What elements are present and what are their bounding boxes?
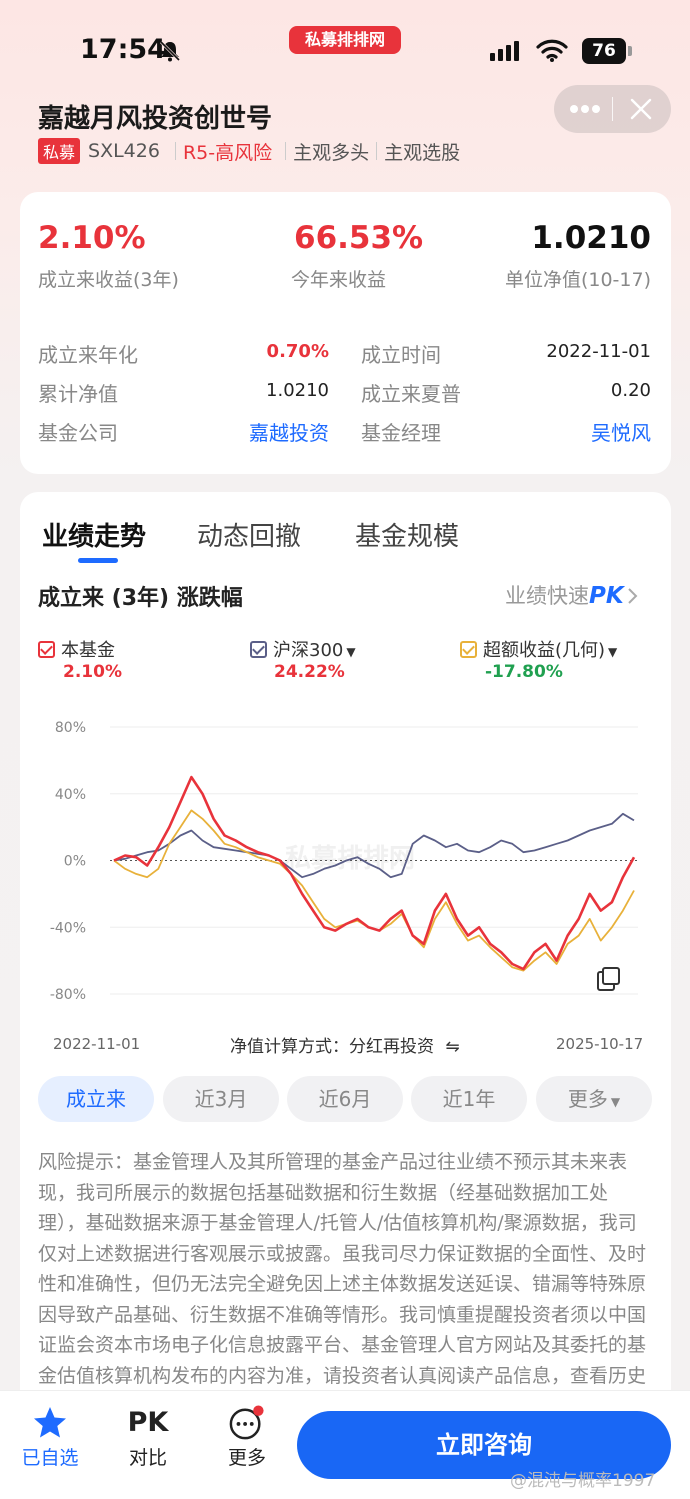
- y-tick-label: 40%: [55, 787, 86, 803]
- manager-label: 基金经理: [361, 421, 441, 445]
- quick-pk-link[interactable]: 业绩快速PK: [505, 580, 639, 610]
- period-3m[interactable]: 近3月: [163, 1076, 279, 1122]
- sharpe-label: 成立来夏普: [361, 382, 461, 406]
- more-button[interactable]: 更多: [212, 1405, 282, 1470]
- sub-strategy-tag: 主观选股: [384, 141, 461, 164]
- wifi-icon: [536, 39, 568, 62]
- legend-csi300[interactable]: 沪深300 ▼: [250, 636, 356, 662]
- checkbox-icon: [250, 641, 267, 658]
- chart-end-date: 2025-10-17: [556, 1035, 644, 1053]
- since-inception-return: 2.10%: [38, 220, 146, 256]
- status-time: 17:54: [80, 34, 166, 65]
- legend-csi300-value: 24.22%: [274, 662, 345, 682]
- favorite-button[interactable]: 已自选: [15, 1405, 85, 1470]
- cum-nav-label: 累计净值: [38, 382, 118, 406]
- more-dots-icon[interactable]: [570, 105, 600, 113]
- consult-button[interactable]: 立即咨询: [297, 1411, 671, 1479]
- checkbox-icon: [460, 641, 477, 658]
- manager-link[interactable]: 吴悦风: [591, 421, 651, 445]
- miniapp-capsule[interactable]: [554, 85, 671, 133]
- calc-method[interactable]: 净值计算方式：分红再投资 ⇋: [230, 1037, 460, 1057]
- battery-tip: [628, 46, 632, 56]
- fund-code: SXL426: [88, 140, 160, 162]
- caret-down-icon: ▼: [346, 645, 356, 659]
- y-tick-label: -40%: [50, 920, 86, 936]
- series-line-1: [113, 775, 636, 971]
- chart-export-icon[interactable]: [597, 967, 620, 991]
- bottom-action-bar: 已自选 PK 对比 更多 立即咨询: [0, 1390, 690, 1499]
- tab-drawdown[interactable]: 动态回撤: [197, 522, 302, 552]
- pk-icon: PK: [127, 1407, 169, 1438]
- period-6m[interactable]: 近6月: [287, 1076, 403, 1122]
- annualized-label: 成立来年化: [38, 343, 138, 367]
- sharpe-value: 0.20: [610, 380, 651, 401]
- y-tick-label: 80%: [55, 720, 86, 736]
- unit-nav-label: 单位净值(10-17): [504, 269, 651, 291]
- caret-down-icon: ▼: [608, 645, 618, 659]
- weibo-watermark: @混沌与概率1997: [510, 1471, 656, 1491]
- period-1y[interactable]: 近1年: [411, 1076, 527, 1122]
- performance-chart: 私募排排网 80%40%0%-40%-80%: [50, 720, 638, 1003]
- checkbox-icon: [38, 641, 55, 658]
- inception-date-value: 2022-11-01: [546, 341, 651, 362]
- swap-icon[interactable]: ⇋: [445, 1037, 460, 1057]
- period-more[interactable]: 更多 ▼: [536, 1076, 652, 1122]
- risk-disclaimer: 风险提示：基金管理人及其所管理的基金产品过往业绩不预示其未来表现，我司所展示的数…: [38, 1151, 647, 1387]
- battery-indicator: 76: [582, 38, 626, 64]
- chat-more-icon: [229, 1405, 264, 1440]
- private-tag: 私募: [38, 138, 81, 164]
- series-line-2: [113, 812, 635, 879]
- fund-tags: 私募 SXL426 R5-高风险 主观多头 主观选股: [38, 137, 460, 165]
- strategy-tag: 主观多头: [293, 141, 370, 164]
- summary-card: 2.10% 成立来收益(3年) 66.53% 今年来收益 1.0210 单位净值…: [20, 192, 671, 474]
- close-icon[interactable]: [628, 96, 654, 122]
- y-tick-label: 0%: [64, 854, 86, 870]
- bell-muted-icon: [159, 40, 181, 62]
- ytd-return-label: 今年来收益: [291, 269, 387, 291]
- legend-fund-value: 2.10%: [63, 662, 122, 682]
- chart-start-date: 2022-11-01: [53, 1035, 141, 1053]
- star-icon: [34, 1407, 66, 1438]
- fund-title: 嘉越月风投资创世号: [38, 104, 273, 134]
- active-tab-indicator: [78, 558, 118, 563]
- cum-nav-value: 1.0210: [266, 380, 329, 401]
- tab-performance[interactable]: 业绩走势: [42, 522, 147, 552]
- period-since-inception[interactable]: 成立来: [38, 1076, 154, 1122]
- performance-card: 业绩走势 动态回撤 基金规模 成立来 (3年) 涨跌幅 业绩快速PK 本基金 2…: [20, 492, 671, 1390]
- unit-nav: 1.0210: [531, 220, 651, 256]
- company-label: 基金公司: [38, 421, 118, 445]
- legend-excess-value: -17.80%: [485, 662, 563, 682]
- inception-date-label: 成立时间: [361, 343, 441, 367]
- annualized-value: 0.70%: [266, 341, 329, 362]
- ytd-return: 66.53%: [294, 220, 424, 256]
- chevron-right-icon: [627, 588, 638, 604]
- legend-excess[interactable]: 超额收益(几何) ▼: [460, 636, 617, 662]
- y-tick-label: -80%: [50, 987, 86, 1003]
- legend-fund[interactable]: 本基金: [38, 636, 115, 662]
- series-line-3: [113, 809, 635, 972]
- risk-level-tag: R5-高风险: [182, 141, 273, 164]
- brand-badge: 私募排排网: [289, 26, 401, 54]
- signal-icon: [490, 41, 519, 61]
- since-inception-return-label: 成立来收益(3年): [38, 269, 179, 291]
- chart-section-title: 成立来 (3年) 涨跌幅: [38, 586, 243, 611]
- company-link[interactable]: 嘉越投资: [249, 421, 329, 445]
- tab-fund-size[interactable]: 基金规模: [355, 522, 460, 552]
- status-bar: 17:54 私募排排网 76: [0, 0, 690, 100]
- compare-button[interactable]: PK 对比: [113, 1405, 183, 1470]
- caret-down-icon: ▼: [610, 1095, 621, 1109]
